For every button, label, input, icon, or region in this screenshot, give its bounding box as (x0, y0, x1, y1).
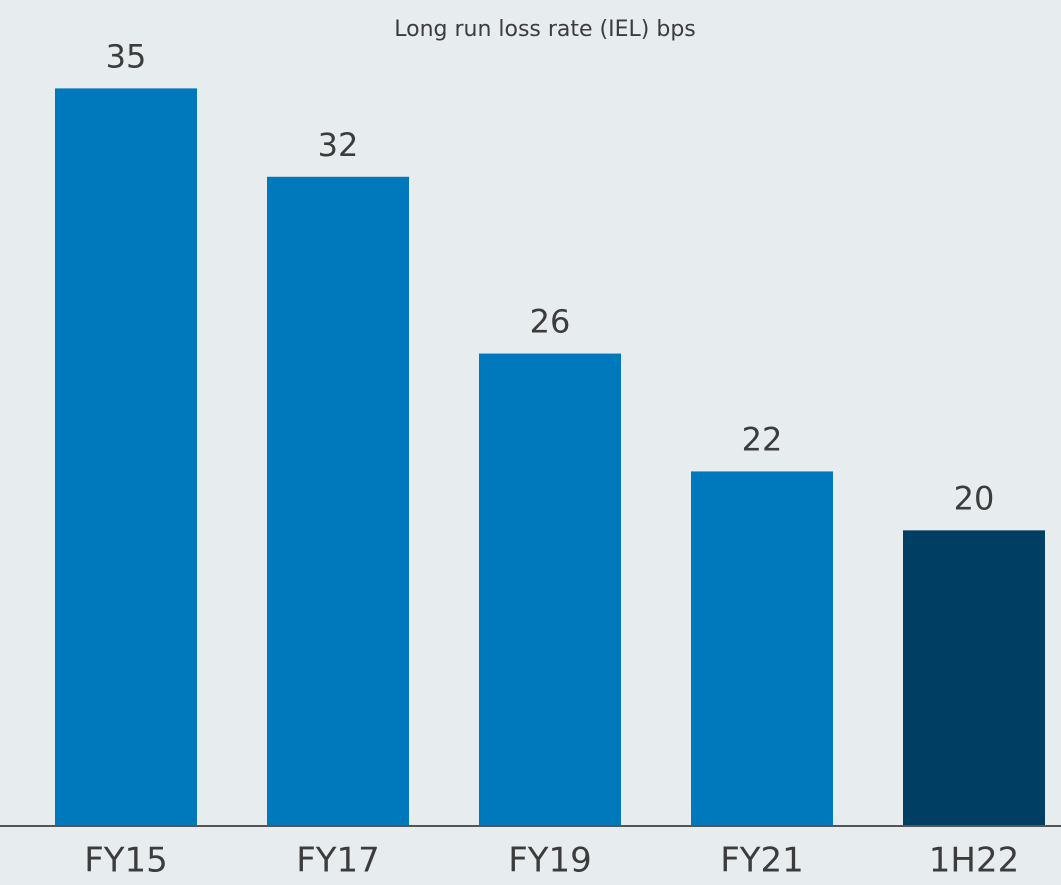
value-label: 32 (318, 126, 359, 164)
value-label: 35 (106, 37, 147, 75)
x-tick-label: FY19 (508, 841, 592, 881)
value-label: 26 (530, 303, 571, 341)
value-label: 20 (954, 479, 995, 517)
x-tick-label: FY21 (720, 841, 804, 881)
bar (55, 88, 197, 825)
bar (691, 471, 833, 825)
bar (479, 353, 621, 825)
x-tick-label: FY15 (84, 841, 168, 881)
chart-title: Long run loss rate (IEL) bps (394, 17, 696, 42)
value-label: 22 (742, 420, 783, 458)
bar (903, 530, 1045, 825)
bar (267, 176, 409, 826)
x-tick-label: 1H22 (929, 841, 1019, 881)
x-tick-label: FY17 (296, 841, 380, 881)
